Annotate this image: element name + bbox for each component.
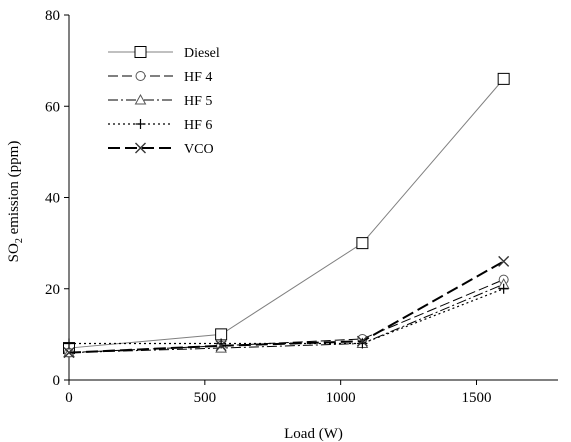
legend-entry-vco: VCO <box>108 142 214 157</box>
series-vco <box>63 255 510 359</box>
data-point-marker <box>135 142 146 154</box>
legend-label: HF 4 <box>184 70 212 85</box>
data-point-marker <box>497 72 510 85</box>
series-diesel <box>63 72 510 355</box>
x-axis-title: Load (W) <box>284 426 343 442</box>
data-point-marker <box>135 119 146 129</box>
x-tick-label: 1500 <box>462 390 492 406</box>
legend: Diesel HF 4 HF 5 HF 6 VCO <box>108 46 220 157</box>
legend-entry-hf-5: HF 5 <box>108 93 212 109</box>
axes <box>68 15 558 381</box>
y-tick-label: 0 <box>53 373 61 389</box>
series-line-hf-6 <box>69 288 504 345</box>
data-point-marker <box>63 347 75 359</box>
series-hf-4 <box>64 274 509 358</box>
data-point-marker <box>64 338 74 349</box>
axis-ticks: 0 20 40 60 80 0 500 1000 1500 <box>45 8 492 406</box>
series-line-diesel <box>68 78 505 349</box>
series-hf-6 <box>64 283 509 349</box>
legend-entry-diesel: Diesel <box>108 46 220 61</box>
y-axis-title-subscript: 2 <box>14 238 25 243</box>
y-tick-label: 20 <box>45 282 60 298</box>
legend-label: Diesel <box>184 46 220 61</box>
data-point-marker <box>356 237 369 250</box>
y-tick-label: 60 <box>45 99 60 115</box>
y-axis-title-main: SO <box>6 243 22 262</box>
y-axis-title: SO2 emission (ppm) <box>6 141 25 263</box>
series-line-vco <box>68 260 505 354</box>
series-layer <box>63 72 510 359</box>
data-point-marker <box>135 71 146 81</box>
y-tick-label: 80 <box>45 8 60 24</box>
data-point-marker <box>134 46 147 58</box>
data-point-marker <box>498 283 509 294</box>
series-line-hf-5 <box>68 283 504 354</box>
data-point-marker <box>134 93 147 105</box>
series-line-hf-4 <box>68 279 504 354</box>
data-point-marker <box>215 340 227 352</box>
data-point-marker <box>356 335 368 347</box>
series-hf-5 <box>63 278 510 358</box>
y-tick-label: 40 <box>45 191 60 207</box>
y-axis-title-rest: emission (ppm) <box>6 141 22 239</box>
legend-entry-hf-6: HF 6 <box>108 118 212 133</box>
legend-label: HF 5 <box>184 94 212 109</box>
legend-label: VCO <box>184 142 214 157</box>
x-tick-label: 1000 <box>326 390 356 406</box>
data-point-marker <box>216 338 227 349</box>
data-point-marker <box>498 255 510 267</box>
legend-entry-hf-4: HF 4 <box>108 70 212 85</box>
data-point-marker <box>215 328 228 341</box>
x-tick-label: 500 <box>194 390 217 406</box>
x-tick-label: 0 <box>65 390 73 406</box>
legend-label: HF 6 <box>184 118 212 133</box>
